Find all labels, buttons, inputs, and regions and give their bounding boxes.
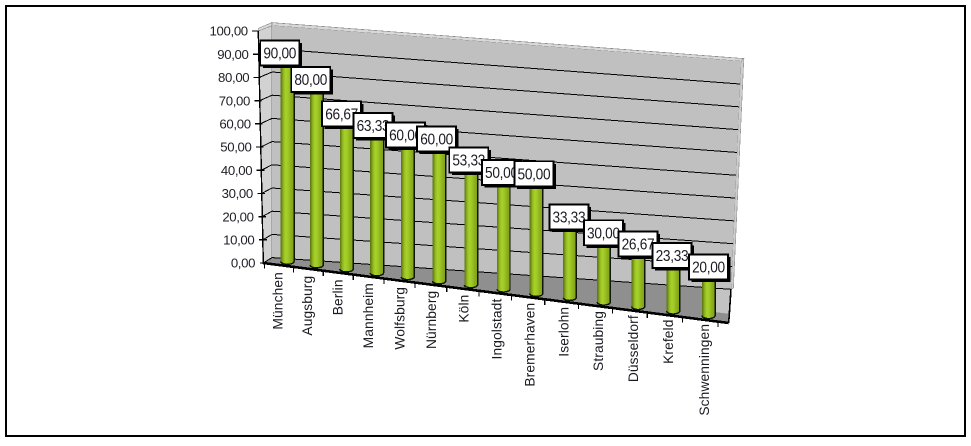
svg-text:23,33: 23,33 bbox=[656, 248, 689, 265]
svg-text:60,00: 60,00 bbox=[389, 128, 422, 145]
svg-text:60,00: 60,00 bbox=[420, 132, 453, 149]
svg-text:30,00: 30,00 bbox=[587, 226, 620, 243]
svg-text:53,33: 53,33 bbox=[452, 153, 485, 170]
svg-text:26,67: 26,67 bbox=[622, 237, 655, 254]
svg-text:Düsseldorf: Düsseldorf bbox=[626, 315, 641, 382]
svg-text:Schwenningen: Schwenningen bbox=[697, 324, 712, 416]
svg-text:Nürnberg: Nürnberg bbox=[424, 291, 439, 349]
svg-text:10,00: 10,00 bbox=[223, 233, 254, 248]
svg-text:München: München bbox=[270, 272, 285, 329]
svg-text:33,33: 33,33 bbox=[553, 210, 586, 227]
svg-text:Berlin: Berlin bbox=[330, 279, 345, 315]
svg-text:50,00: 50,00 bbox=[220, 140, 251, 155]
svg-text:Bremerhaven: Bremerhaven bbox=[523, 303, 538, 387]
svg-text:63,33: 63,33 bbox=[357, 118, 390, 135]
svg-text:20,00: 20,00 bbox=[692, 260, 725, 277]
svg-text:Mannheim: Mannheim bbox=[361, 283, 376, 348]
svg-text:90,00: 90,00 bbox=[263, 46, 296, 63]
svg-text:Wolfsburg: Wolfsburg bbox=[392, 287, 407, 350]
svg-text:Iserlohn: Iserlohn bbox=[557, 307, 572, 357]
svg-text:Ingolstadt: Ingolstadt bbox=[489, 299, 504, 360]
svg-text:Augsburg: Augsburg bbox=[300, 276, 315, 336]
svg-text:80,00: 80,00 bbox=[294, 72, 327, 89]
svg-text:30,00: 30,00 bbox=[222, 186, 253, 201]
svg-text:50,00: 50,00 bbox=[518, 166, 551, 183]
svg-text:40,00: 40,00 bbox=[221, 163, 252, 178]
svg-text:20,00: 20,00 bbox=[222, 209, 253, 224]
svg-text:66,67: 66,67 bbox=[325, 106, 358, 123]
svg-text:Köln: Köln bbox=[457, 295, 472, 323]
svg-text:80,00: 80,00 bbox=[218, 70, 249, 85]
svg-text:100,00: 100,00 bbox=[210, 24, 248, 39]
svg-text:Krefeld: Krefeld bbox=[661, 320, 676, 364]
svg-text:50,00: 50,00 bbox=[485, 165, 518, 182]
svg-text:90,00: 90,00 bbox=[217, 47, 248, 62]
svg-text:60,00: 60,00 bbox=[219, 117, 250, 132]
svg-text:70,00: 70,00 bbox=[219, 93, 250, 108]
svg-text:0,00: 0,00 bbox=[231, 256, 255, 271]
svg-text:Straubing: Straubing bbox=[591, 311, 606, 371]
